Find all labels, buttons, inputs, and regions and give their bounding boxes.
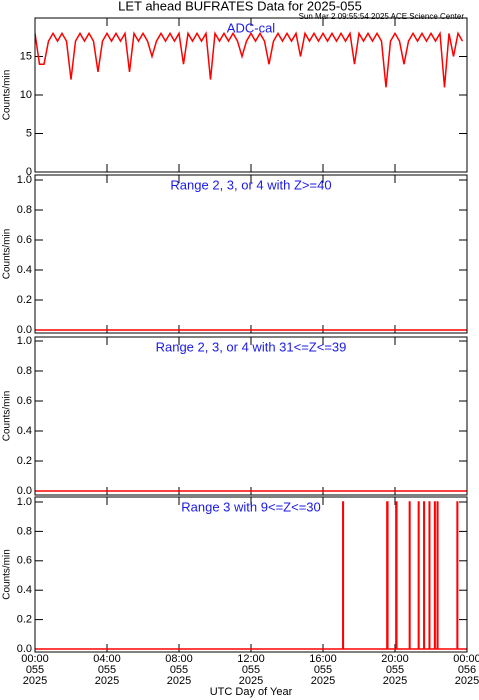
y-tick-label: 15 <box>20 50 32 62</box>
y-tick-label: 1.0 <box>17 496 32 508</box>
x-tick-label: 08:00 055 2025 <box>165 653 193 687</box>
timestamp: Sun Mar 2 09:55:54 2025 ACE Science Cent… <box>299 12 465 21</box>
y-tick-label: 10 <box>20 89 32 101</box>
y-axis-label: Counts/min <box>2 391 13 442</box>
x-tick-label: 20:00 055 2025 <box>381 653 409 687</box>
x-tick-label: 04:00 055 2025 <box>93 653 121 687</box>
data-line <box>35 30 464 88</box>
x-tick-label: 00:00 056 2025 <box>453 653 479 687</box>
y-axis-label: Counts/min <box>2 229 13 280</box>
y-tick-label: 0.4 <box>17 264 32 276</box>
plot-area <box>35 30 464 88</box>
y-tick-label: 0.2 <box>17 614 32 626</box>
y-tick-label: 0.6 <box>17 234 32 246</box>
y-tick-label: 0.0 <box>17 485 32 497</box>
y-axis-label: Counts/min <box>2 549 13 600</box>
y-tick-label: 0 <box>26 166 32 178</box>
y-tick-label: 0.6 <box>17 395 32 407</box>
y-tick-label: 0.4 <box>17 425 32 437</box>
y-tick-label: 1.0 <box>17 335 32 347</box>
y-tick-label: 0.6 <box>17 555 32 567</box>
panel-annotation: ADC-cal <box>227 20 276 35</box>
panel-annotation: Range 2, 3, or 4 with 31<=Z<=39 <box>156 339 347 354</box>
panel-annotation: Range 3 with 9<=Z<=30 <box>181 499 321 514</box>
x-tick-label: 12:00 055 2025 <box>237 653 265 687</box>
plot-area <box>35 501 467 650</box>
y-tick-label: 1.0 <box>17 174 32 186</box>
panel-frame <box>34 336 468 496</box>
panel-frame <box>34 174 468 334</box>
y-tick-label: 0.2 <box>17 455 32 467</box>
chart-title: LET ahead BUFRATES Data for 2025-055 <box>118 0 362 13</box>
x-axis-label: UTC Day of Year <box>210 686 293 698</box>
panel-annotation: Range 2, 3, or 4 with Z>=40 <box>170 177 331 192</box>
y-tick-label: 0.4 <box>17 584 32 596</box>
y-tick-label: 0.0 <box>17 643 32 655</box>
y-tick-label: 0.8 <box>17 204 32 216</box>
x-tick-label: 00:00 055 2025 <box>21 653 49 687</box>
y-tick-label: 5 <box>26 127 32 139</box>
y-tick-label: 0.8 <box>17 365 32 377</box>
y-tick-label: 0.8 <box>17 525 32 537</box>
panel-frame <box>34 17 468 173</box>
y-tick-label: 0.0 <box>17 324 32 336</box>
x-tick-label: 16:00 055 2025 <box>309 653 337 687</box>
panel-frame <box>34 496 468 653</box>
y-tick-label: 0.2 <box>17 294 32 306</box>
y-axis-label: Counts/min <box>2 70 13 121</box>
data-line <box>35 501 467 650</box>
